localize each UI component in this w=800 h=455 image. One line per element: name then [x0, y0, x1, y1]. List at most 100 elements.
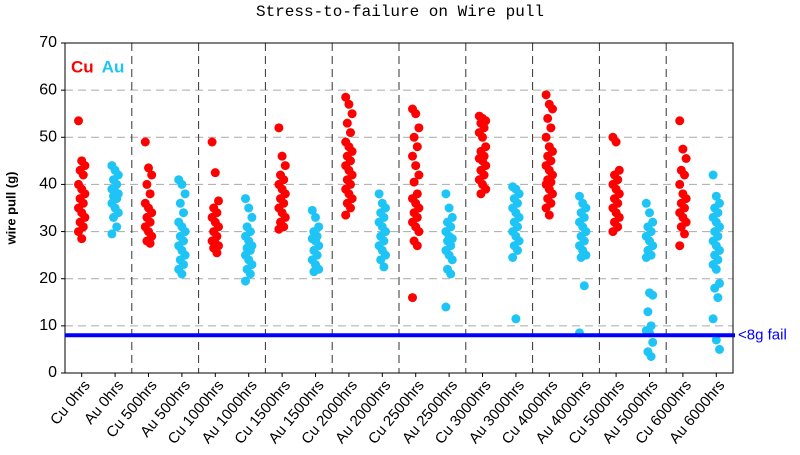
data-point [408, 293, 417, 303]
data-point [641, 198, 651, 208]
data-point [441, 189, 451, 199]
data-point [508, 253, 518, 262]
data-point [412, 142, 422, 152]
data-point [145, 189, 155, 199]
data-point [575, 191, 584, 201]
data-point [247, 212, 257, 222]
y-tick-label: 70 [39, 34, 57, 51]
data-point [145, 238, 155, 248]
data-point [177, 179, 187, 189]
data-point [180, 189, 190, 199]
y-tick-label: 20 [39, 270, 57, 287]
data-point [177, 269, 187, 279]
data-point [277, 151, 287, 161]
data-point [541, 132, 551, 142]
data-point [245, 269, 255, 279]
data-point [611, 137, 621, 147]
data-point [77, 234, 87, 244]
data-point [675, 241, 685, 251]
data-point [648, 337, 658, 347]
data-point [476, 189, 486, 199]
data-point [643, 307, 653, 317]
data-point [408, 151, 417, 161]
data-point [681, 154, 691, 163]
data-point [414, 227, 424, 237]
data-point [179, 208, 188, 218]
data-point [346, 203, 355, 213]
data-point [676, 222, 686, 232]
plot-frame [64, 42, 734, 374]
data-point [645, 208, 654, 218]
data-point [409, 177, 419, 187]
data-point [675, 179, 685, 189]
data-point [541, 90, 551, 100]
data-point [478, 132, 487, 142]
reference-label: <8g fail [738, 326, 787, 343]
data-point [680, 170, 689, 180]
data-point [142, 179, 152, 189]
y-tick-label: 10 [39, 317, 57, 334]
data-point [112, 222, 122, 232]
data-point [411, 161, 421, 171]
legend-entry: Cu [71, 57, 94, 76]
data-point [711, 264, 721, 274]
data-point [412, 241, 422, 251]
data-point [711, 191, 721, 201]
data-point [241, 194, 250, 204]
data-point [347, 109, 357, 119]
data-point [708, 314, 718, 324]
data-point [541, 203, 551, 213]
data-point [713, 293, 723, 303]
data-point [414, 170, 424, 180]
data-point [544, 210, 554, 220]
data-point [411, 109, 421, 119]
data-point [341, 210, 351, 220]
data-point [376, 255, 386, 265]
y-tick-label: 50 [39, 129, 57, 146]
data-point [74, 116, 83, 126]
data-point [341, 92, 351, 102]
data-point [711, 335, 721, 345]
data-point [379, 262, 389, 272]
y-tick-label: 60 [39, 81, 57, 98]
data-point [444, 203, 454, 213]
data-point [78, 170, 88, 180]
data-point [147, 170, 157, 180]
data-point [344, 99, 354, 109]
data-point [214, 196, 223, 206]
data-point [646, 352, 656, 361]
data-point [309, 267, 319, 277]
data-point [74, 227, 83, 237]
data-point [680, 229, 689, 239]
data-point [144, 163, 153, 173]
data-point [210, 168, 220, 178]
data-point [579, 281, 589, 291]
data-point [608, 227, 618, 237]
data-point [212, 248, 222, 258]
data-point [107, 229, 117, 239]
data-point [648, 290, 658, 300]
data-point [414, 123, 424, 133]
data-point [641, 253, 651, 262]
data-point [708, 170, 718, 180]
data-point [678, 144, 688, 154]
y-tick-label: 40 [39, 176, 57, 193]
data-point [543, 113, 553, 123]
data-point [311, 212, 320, 222]
y-tick-label: 30 [39, 223, 57, 240]
data-point [207, 137, 217, 147]
data-point [446, 269, 456, 279]
data-point [346, 128, 355, 138]
data-point [280, 161, 290, 171]
data-point [274, 123, 284, 133]
data-point [675, 116, 685, 126]
data-point [546, 123, 556, 133]
data-point [710, 283, 720, 293]
data-point [409, 132, 419, 142]
data-point [511, 314, 521, 324]
data-point [447, 255, 457, 265]
data-point [140, 137, 150, 147]
data-point [109, 212, 118, 222]
data-point [175, 198, 185, 208]
